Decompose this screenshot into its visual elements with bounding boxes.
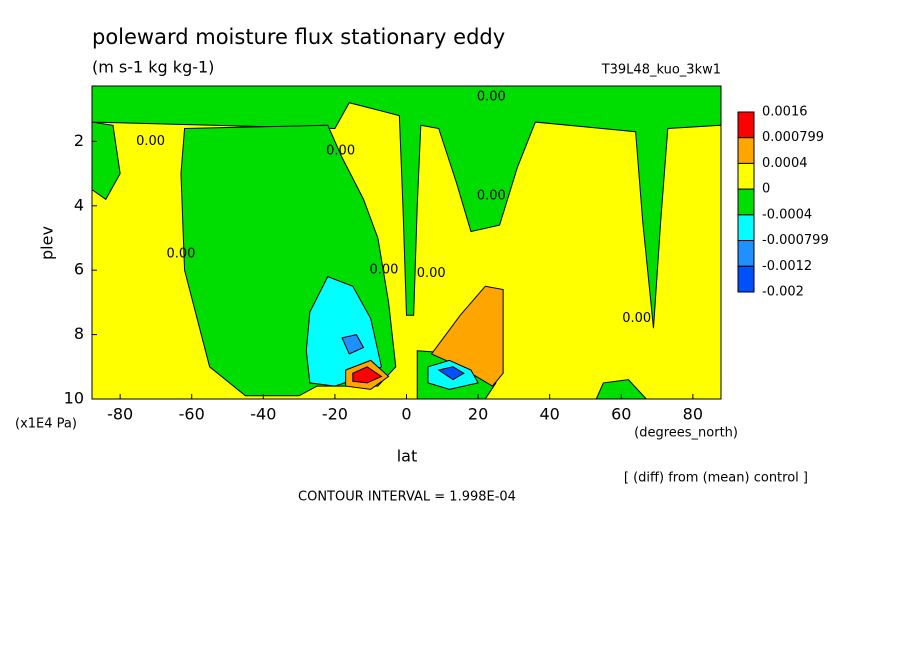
colorbar-label: -0.0004 xyxy=(762,207,812,222)
colorbar-label: 0.0004 xyxy=(762,156,808,171)
y-tick-label: 10 xyxy=(64,389,84,408)
y-tick-label: 4 xyxy=(74,195,84,214)
x-axis-label: lat xyxy=(397,447,418,466)
chart-title: poleward moisture flux stationary eddy xyxy=(92,25,505,49)
colorbar-label: -0.002 xyxy=(762,285,804,300)
colorbar-label: 0.0016 xyxy=(762,105,808,120)
y-tick-label: 6 xyxy=(74,260,84,279)
colorbar-box xyxy=(737,265,755,293)
colorbar-label: 0.000799 xyxy=(762,130,824,145)
x-tick-label: 20 xyxy=(468,405,488,424)
contour-region xyxy=(437,366,465,381)
contour-label: 0.00 xyxy=(477,189,506,204)
run-label: T39L48_kuo_3kw1 xyxy=(601,63,721,78)
y-tick-label: 8 xyxy=(74,324,84,343)
contour-interval: CONTOUR INTERVAL = 1.998E-04 xyxy=(298,490,516,505)
contour-label: 0.00 xyxy=(622,311,651,326)
colorbar-box xyxy=(737,137,755,164)
colorbar-box xyxy=(737,111,755,139)
x-tick-label: -80 xyxy=(107,405,133,424)
y-tick-label: 2 xyxy=(74,131,84,150)
contour-region xyxy=(341,334,365,355)
chart-subtitle: (m s-1 kg kg-1) xyxy=(92,58,214,77)
colorbar-box xyxy=(737,214,755,242)
x-axis-unit: (degrees_north) xyxy=(634,426,738,441)
x-tick-label: -60 xyxy=(179,405,205,424)
contour-label: 0.00 xyxy=(326,144,355,159)
y-axis-label: plev xyxy=(38,226,57,260)
contour-region xyxy=(352,366,383,384)
note: [ (diff) from (mean) control ] xyxy=(624,471,808,486)
contour-region xyxy=(92,86,721,329)
colorbar-box xyxy=(737,188,755,216)
x-tick-label: -20 xyxy=(322,405,348,424)
y-axis-unit: (x1E4 Pa) xyxy=(15,417,77,432)
contour-label: 0.00 xyxy=(167,247,196,262)
plot-area: 0.00 0.00 0.00 0.00 0.00 0.00 0.00 0.00 xyxy=(92,86,721,399)
x-tick-label: -40 xyxy=(250,405,276,424)
x-tick-label: 80 xyxy=(683,405,703,424)
contour-region xyxy=(595,379,648,399)
contour-region xyxy=(92,121,121,201)
x-tick-label: 40 xyxy=(540,405,560,424)
contour-label: 0.00 xyxy=(477,89,506,104)
colorbar-box xyxy=(737,240,755,267)
colorbar-box xyxy=(737,162,755,190)
colorbar-label: -0.000799 xyxy=(762,233,829,248)
contour-label: 0.00 xyxy=(369,263,398,278)
contour-label: 0.00 xyxy=(136,134,165,149)
contour-label: 0.00 xyxy=(417,266,446,281)
colorbar-label: -0.0012 xyxy=(762,259,812,274)
x-tick-label: 0 xyxy=(401,405,411,424)
x-tick-label: 60 xyxy=(611,405,631,424)
colorbar-label: 0 xyxy=(762,182,770,197)
